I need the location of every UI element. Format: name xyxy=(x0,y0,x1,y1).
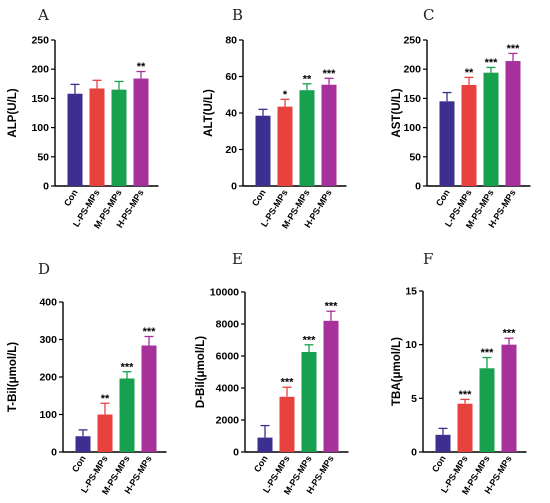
y-tick-label: 10 xyxy=(405,339,417,351)
y-tick-label: 60 xyxy=(225,71,237,83)
significance-label: *** xyxy=(303,334,317,346)
y-tick-label: 100 xyxy=(403,122,421,134)
x-tick-label: Con xyxy=(70,454,88,474)
chart-panel-f: FTBA(μmol/L)051015Con***L-PS-MPs***M-PS-… xyxy=(391,250,527,496)
bar-h-ps-mps xyxy=(133,78,149,186)
y-tick-label: 80 xyxy=(225,35,237,47)
bar-l-ps-mps xyxy=(97,414,113,452)
y-tick-label: 8000 xyxy=(216,319,240,331)
y-tick-label: 10000 xyxy=(210,287,239,299)
y-tick-label: 50 xyxy=(37,151,49,163)
bar-l-ps-mps xyxy=(277,106,293,186)
y-tick-label: 4000 xyxy=(216,383,240,395)
significance-label: *** xyxy=(121,361,135,373)
y-tick-label: 200 xyxy=(31,64,49,76)
chart-panel-d: DT-Bil(μmol/L)0100200300400Con**L-PS-MPs… xyxy=(7,260,167,496)
bar-h-ps-mps xyxy=(323,320,339,452)
significance-label: *** xyxy=(459,389,473,401)
significance-label: *** xyxy=(143,326,157,338)
significance-label: ** xyxy=(303,73,312,85)
bar-l-ps-mps xyxy=(89,88,105,186)
chart-panel-c: CAST(U/L)050100150200250Con**L-PS-MPs***… xyxy=(391,6,531,230)
panel-letter: E xyxy=(232,250,243,268)
y-tick-label: 0 xyxy=(233,447,239,459)
significance-label: ** xyxy=(101,393,110,405)
y-tick-label: 150 xyxy=(403,93,421,105)
x-tick-label: Con xyxy=(62,188,80,208)
y-tick-label: 0 xyxy=(43,181,49,193)
y-tick-label: 250 xyxy=(403,35,421,47)
y-tick-label: 15 xyxy=(405,286,417,298)
bar-con xyxy=(435,434,451,452)
significance-label: *** xyxy=(325,301,339,313)
x-tick-label: Con xyxy=(434,188,452,208)
bar-l-ps-mps xyxy=(279,396,295,452)
bar-m-ps-mps xyxy=(299,90,315,186)
bar-h-ps-mps xyxy=(321,84,337,186)
significance-label: * xyxy=(283,89,288,101)
y-tick-label: 400 xyxy=(39,297,57,309)
bar-m-ps-mps xyxy=(483,72,499,186)
panel-letter: F xyxy=(423,250,433,268)
y-tick-label: 6000 xyxy=(216,351,240,363)
significance-label: *** xyxy=(485,57,499,69)
bar-con xyxy=(67,93,83,186)
bar-m-ps-mps xyxy=(111,89,127,186)
bar-m-ps-mps xyxy=(479,368,495,452)
chart-panel-a: AALP(U/L)050100150200250ConL-PS-MPsM-PS-… xyxy=(7,6,159,230)
bar-con xyxy=(75,436,91,452)
significance-label: *** xyxy=(323,68,337,80)
y-tick-label: 0 xyxy=(411,447,417,459)
significance-label: *** xyxy=(503,328,517,340)
y-axis-label: TBA(μmol/L) xyxy=(391,337,403,406)
y-axis-label: T-Bil(μmol/L) xyxy=(7,342,19,412)
y-tick-label: 5 xyxy=(411,393,417,405)
bar-l-ps-mps xyxy=(461,84,477,186)
y-tick-label: 300 xyxy=(39,334,57,346)
y-tick-label: 150 xyxy=(31,93,49,105)
y-tick-label: 100 xyxy=(39,409,57,421)
significance-label: *** xyxy=(481,347,495,359)
y-tick-label: 2000 xyxy=(216,415,240,427)
y-tick-label: 250 xyxy=(31,35,49,47)
panel-letter: D xyxy=(38,260,50,278)
bar-m-ps-mps xyxy=(119,378,135,452)
y-tick-label: 100 xyxy=(31,122,49,134)
bar-l-ps-mps xyxy=(457,403,473,452)
bar-con xyxy=(255,115,271,186)
bar-con xyxy=(257,437,273,452)
y-tick-label: 200 xyxy=(403,64,421,76)
x-tick-label: Con xyxy=(250,188,268,208)
x-tick-label: Con xyxy=(430,454,448,474)
panel-letter: C xyxy=(423,6,434,24)
chart-panel-e: E D-Bil(μmol/L) 0 2000 4000 6000 8000 10000 Con *… xyxy=(195,250,349,496)
y-tick-label: 0 xyxy=(231,181,237,193)
bar-m-ps-mps xyxy=(301,352,317,452)
y-tick-label: 200 xyxy=(39,372,57,384)
y-axis-label: ALP(U/L) xyxy=(7,88,19,137)
y-tick-label: 20 xyxy=(225,144,237,156)
bar-h-ps-mps xyxy=(505,61,521,186)
x-tick-label: Con xyxy=(252,454,270,474)
y-tick-label: 50 xyxy=(409,151,421,163)
y-tick-label: 0 xyxy=(51,447,57,459)
significance-label: *** xyxy=(507,43,521,55)
y-tick-label: 40 xyxy=(225,108,237,120)
bar-h-ps-mps xyxy=(141,345,157,452)
y-axis-label: ALT(U/L) xyxy=(203,89,215,137)
chart-panel-b: BALT(U/L)020406080Con*L-PS-MPs**M-PS-MPs… xyxy=(203,6,347,230)
significance-label: ** xyxy=(465,67,474,79)
y-axis-label: D-Bil(μmol/L) xyxy=(195,336,207,408)
y-tick-label: 0 xyxy=(415,181,421,193)
bar-h-ps-mps xyxy=(501,344,517,452)
panel-letter: A xyxy=(37,6,49,24)
y-axis-label: AST(U/L) xyxy=(391,88,403,137)
significance-label: ** xyxy=(137,61,146,73)
panel-letter: B xyxy=(232,6,243,24)
significance-label: *** xyxy=(281,377,295,389)
bar-con xyxy=(439,101,455,186)
